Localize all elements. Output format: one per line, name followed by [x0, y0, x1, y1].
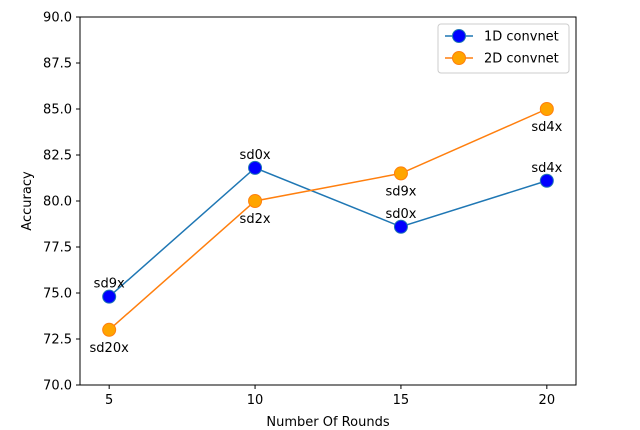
x-tick-label: 15: [393, 393, 410, 408]
data-point: [102, 289, 117, 304]
y-tick-label: 75.0: [43, 287, 72, 302]
y-axis-ticks: 70.0 72.5 75.0 77.5 80.0 82.5 85.0 87.5 90.0: [43, 11, 80, 394]
y-axis-label: Accuracy: [20, 171, 35, 231]
data-label: sd20x: [90, 341, 130, 356]
y-tick-label: 82.5: [43, 149, 72, 164]
legend-item: 2D convnet: [445, 51, 559, 67]
data-label: sd0x: [385, 207, 416, 222]
data-point: [539, 173, 554, 188]
legend-marker: [452, 51, 466, 65]
y-tick-label: 70.0: [43, 379, 72, 394]
legend-label: 2D convnet: [484, 52, 559, 67]
series-1: sd9x sd0x sd0x sd4x: [94, 148, 563, 304]
x-axis-label: Number Of Rounds: [266, 415, 389, 430]
x-axis-ticks: 5 10 15 20: [105, 385, 555, 408]
legend-label: 1D convnet: [484, 30, 559, 45]
data-label: sd2x: [240, 212, 271, 227]
y-tick-label: 90.0: [43, 11, 72, 26]
legend-marker: [452, 29, 466, 43]
data-label: sd4x: [531, 161, 562, 176]
data-label: sd0x: [240, 148, 271, 163]
data-label: sd9x: [94, 277, 125, 292]
series-line: [108, 167, 548, 298]
x-tick-label: 20: [539, 393, 556, 408]
data-point: [248, 160, 263, 175]
y-tick-label: 85.0: [43, 103, 72, 118]
data-point: [539, 102, 554, 116]
x-tick-label: 10: [247, 393, 264, 408]
data-label: sd9x: [385, 184, 416, 199]
series-line: [108, 108, 548, 331]
data-point: [393, 219, 408, 234]
legend-item: 1D convnet: [445, 29, 559, 45]
y-tick-label: 80.0: [43, 195, 72, 210]
data-point: [248, 194, 263, 208]
series-2: sd20x sd2x sd9x sd4x: [90, 102, 563, 356]
plot-layer: sd9x sd0x sd0x sd4x sd20x sd2x sd9x sd4x: [90, 102, 563, 356]
data-point: [393, 166, 408, 181]
x-tick-label: 5: [105, 393, 113, 408]
data-point: [102, 322, 117, 337]
y-tick-label: 87.5: [43, 57, 72, 72]
y-tick-label: 77.5: [43, 241, 72, 256]
data-label: sd4x: [531, 120, 562, 135]
y-tick-label: 72.5: [43, 333, 72, 348]
legend: 1D convnet 2D convnet: [437, 23, 570, 74]
